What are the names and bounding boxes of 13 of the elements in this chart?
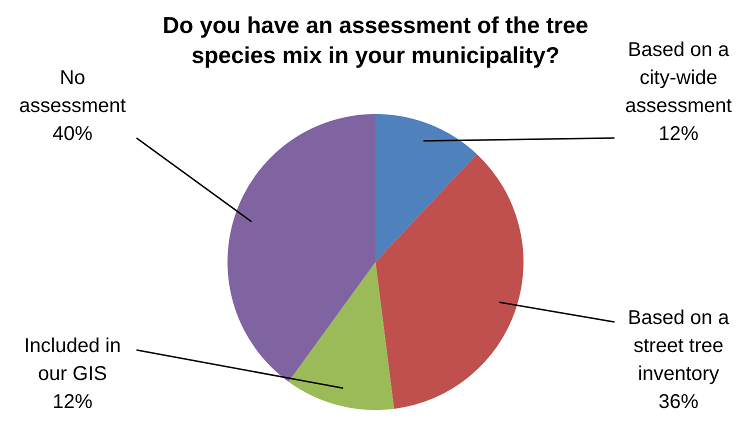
pie-slice — [376, 114, 477, 262]
slice-label: Based on a street tree inventory — [628, 307, 730, 385]
slice-label: Based on a city-wide assessment — [625, 39, 732, 117]
data-label: 12% — [658, 123, 699, 145]
data-label: 12% — [52, 391, 93, 413]
data-label: 40% — [52, 123, 93, 145]
data-label: 36% — [658, 391, 699, 413]
slice-label: Included in our GIS — [24, 335, 121, 385]
chart-title: Do you have an assessment of the tree species mix in your municipality? — [162, 12, 588, 68]
pie-slice — [376, 154, 524, 409]
pie-slice — [228, 114, 376, 382]
pie-slice — [288, 262, 394, 410]
slice-label: No assessment — [19, 67, 126, 117]
